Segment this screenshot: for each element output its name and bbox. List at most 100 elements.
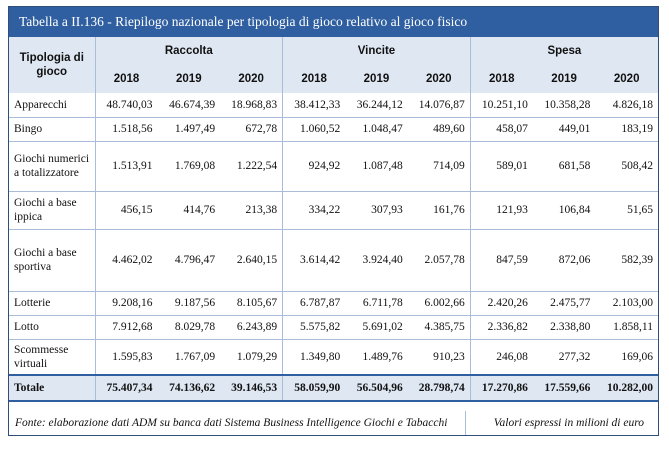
table-cell: 910,23 [433, 350, 465, 363]
table-cell: 4.796,47 [174, 254, 216, 266]
row-label: Apparecchi [14, 98, 67, 111]
table-row: Lotterie 9.208,16 9.187,56 8.105,67 6.787,87… [9, 291, 658, 315]
total-cell: 17.559,66 [532, 374, 596, 402]
total-cell: 39.146,53 [220, 374, 283, 402]
table-cell: 9.208,16 [94, 291, 158, 315]
table-cell: 7.912,68 [94, 315, 158, 339]
table-cell: 508,42 [621, 160, 653, 172]
table-cell: 213,38 [245, 204, 278, 216]
table-row: Giochi a base sportiva 4.462,02 4.796,47 2.… [9, 229, 658, 291]
table-cell: 46.674,39 [169, 98, 216, 111]
table-cell: 6.243,89 [236, 321, 278, 333]
table-cell: 589,01 [469, 141, 533, 191]
year-header: 2018 [94, 65, 158, 93]
table-cell: 458,07 [469, 117, 533, 141]
category-header: Tipologia di gioco [9, 37, 95, 93]
table-cell: 714,09 [433, 160, 465, 172]
table-cell: 1.769,08 [174, 160, 216, 172]
row-label: Giochi a base ippica [14, 197, 77, 223]
total-cell: 74.136,62 [157, 374, 221, 402]
year-header: 2020 [220, 65, 283, 93]
table-cell: 1.060,52 [282, 117, 346, 141]
table-cell: 672,78 [245, 123, 278, 135]
table-cell: 277,32 [558, 350, 591, 363]
table-cell: 1.048,47 [362, 123, 403, 135]
table-row: Apparecchi 48.740,03 46.674,39 18.968,83 38.… [9, 93, 658, 117]
table-cell: 18.968,83 [231, 98, 278, 111]
total-cell: 17.270,86 [469, 374, 533, 402]
total-cell: 75.407,34 [94, 374, 158, 402]
table-cell: 1.079,29 [236, 350, 278, 363]
table-cell: 1.513,91 [94, 141, 158, 191]
table-cell: 2.336,82 [469, 315, 533, 339]
source-note: Fonte: elaborazione dati ADM su banca da… [15, 417, 448, 429]
table-cell: 161,76 [433, 204, 465, 216]
table-row: Giochi numerici a totalizzatore 1.513,91 1… [9, 141, 658, 191]
year-header: 2020 [407, 65, 471, 93]
table-footer: Fonte: elaborazione dati ADM su banca da… [9, 411, 658, 435]
table-row: Giochi a base ippica 456,15 414,76 213,38 33… [9, 191, 658, 229]
row-label: Lotto [14, 321, 39, 333]
table-cell: 1.595,83 [94, 339, 158, 375]
table-cell: 1.497,49 [174, 123, 216, 135]
table-cell: 924,92 [282, 141, 346, 191]
table-cell: 1.518,56 [94, 117, 158, 141]
table-cell: 3.924,40 [362, 254, 403, 266]
table-cell: 2.103,00 [612, 297, 653, 309]
table-cell: 872,06 [558, 254, 591, 266]
group-header-spesa: Spesa [469, 37, 658, 65]
table-cell: 307,93 [371, 204, 403, 216]
table-cell: 6.002,66 [424, 297, 465, 309]
total-cell: 58.059,90 [282, 374, 346, 402]
table-cell: 5.691,02 [362, 321, 403, 333]
table-cell: 4.462,02 [94, 229, 158, 291]
table-cell: 121,93 [469, 191, 533, 229]
row-label: Bingo [14, 123, 43, 135]
table-cell: 2.057,78 [424, 254, 465, 266]
table-cell: 1.489,76 [362, 350, 403, 363]
table-cell: 6.787,87 [282, 291, 346, 315]
year-header: 2019 [345, 65, 408, 93]
group-header-raccolta: Raccolta [94, 37, 283, 65]
total-cell: 28.798,74 [407, 374, 471, 402]
data-table: Tipologia di gioco Raccolta Vincite Spes… [9, 37, 658, 402]
group-header-vincite: Vincite [282, 37, 471, 65]
table-row: Scommesse virtuali 1.595,83 1.767,09 1.079,… [9, 339, 658, 375]
table-cell: 3.614,42 [282, 229, 346, 291]
table-cell: 8.105,67 [236, 297, 278, 309]
year-header: 2019 [532, 65, 596, 93]
table-cell: 8.029,78 [174, 321, 216, 333]
row-label: Giochi numerici a totalizzatore [14, 153, 90, 179]
table-cell: 4.385,75 [424, 321, 465, 333]
year-header: 2020 [595, 65, 658, 93]
table-cell: 2.338,80 [550, 321, 591, 333]
table-cell: 449,01 [558, 123, 591, 135]
total-label: Totale [9, 374, 95, 402]
row-label: Lotterie [14, 297, 51, 309]
table-cell: 2.420,26 [469, 291, 533, 315]
table-cell: 681,58 [558, 160, 591, 172]
table-cell: 489,60 [433, 123, 465, 135]
total-cell: 10.282,00 [595, 374, 658, 402]
table-cell: 2.640,15 [236, 254, 278, 266]
year-header: 2018 [282, 65, 346, 93]
table-cell: 169,06 [621, 350, 653, 363]
table-cell: 51,65 [627, 204, 653, 216]
total-row: Totale 75.407,34 74.136,62 39.146,53 58.059,… [9, 374, 658, 402]
table-cell: 414,76 [183, 204, 216, 216]
table-cell: 106,84 [558, 204, 591, 216]
table-cell: 9.187,56 [174, 297, 216, 309]
table-cell: 1.858,11 [613, 321, 653, 333]
table-row: Bingo 1.518,56 1.497,49 672,78 1.060,52 1.048… [9, 117, 658, 141]
table-cell: 36.244,12 [356, 98, 403, 111]
row-label: Scommesse virtuali [14, 343, 69, 370]
table-cell: 847,59 [469, 229, 533, 291]
table-cell: 10.251,10 [469, 93, 533, 117]
year-header: 2018 [469, 65, 533, 93]
table-cell: 38.412,33 [282, 93, 346, 117]
total-cell: 56.504,96 [345, 374, 408, 402]
table-frame: Tabella a II.136 - Riepilogo nazionale p… [8, 6, 659, 436]
table-cell: 14.076,87 [418, 98, 465, 111]
table-cell: 4.826,18 [612, 98, 653, 111]
table-cell: 1.767,09 [174, 350, 216, 363]
